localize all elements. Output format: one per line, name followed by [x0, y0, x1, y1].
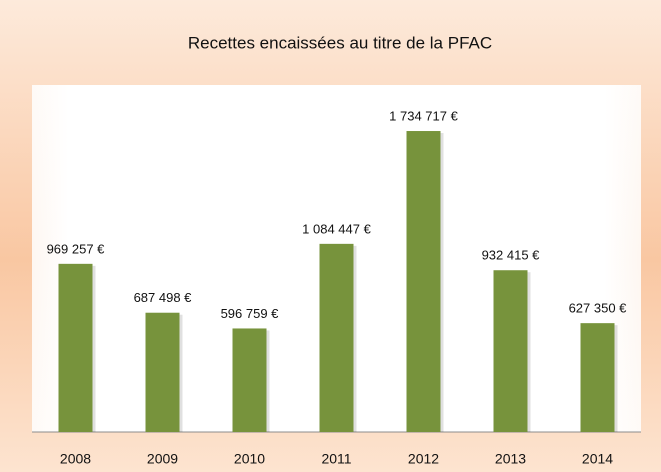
- x-tick-label: 2009: [147, 451, 178, 467]
- data-label: 932 415 €: [482, 248, 541, 263]
- bar: [145, 312, 180, 432]
- bar: [580, 323, 615, 432]
- bar: [232, 328, 267, 432]
- x-tick-label: 2008: [60, 451, 91, 467]
- x-tick-label: 2010: [234, 451, 265, 467]
- x-tick-label: 2012: [408, 451, 439, 467]
- x-tick-label: 2013: [495, 451, 526, 467]
- bar: [493, 270, 528, 432]
- bar: [406, 131, 441, 432]
- data-label: 1 734 717 €: [389, 108, 458, 123]
- bar: [319, 243, 354, 432]
- data-label: 627 350 €: [569, 301, 628, 316]
- chart-title: Recettes encaissées au titre de la PFAC: [188, 33, 492, 52]
- data-label: 596 759 €: [221, 306, 280, 321]
- data-label: 1 084 447 €: [302, 221, 371, 236]
- data-label: 969 257 €: [47, 241, 106, 256]
- x-tick-label: 2011: [321, 451, 351, 467]
- data-label: 687 498 €: [134, 290, 193, 305]
- x-tick-label: 2014: [582, 451, 613, 467]
- bar: [58, 263, 93, 432]
